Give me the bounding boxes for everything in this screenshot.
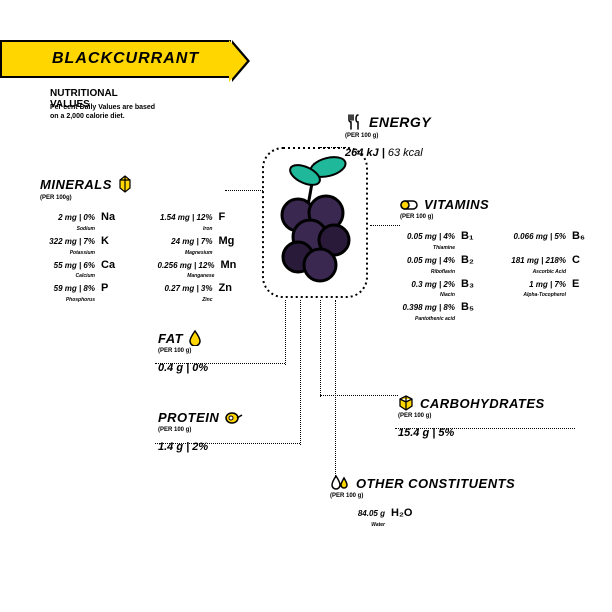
title-banner: BLACKCURRANT	[0, 40, 231, 78]
other-title: OTHER CONSTITUENTS	[356, 476, 515, 491]
pill-icon	[400, 199, 418, 211]
minerals-per: (PER 100g)	[40, 195, 260, 201]
nutrient-row: 0.066 mg | 5%B₆	[511, 228, 610, 252]
protein-section: PROTEIN (PER 100 g) 1.4 g | 2%	[158, 410, 288, 453]
energy-connector	[320, 147, 346, 148]
nutrient-row: 24 mg | 7%MagnesiumMg	[158, 233, 261, 257]
carbs-connector-v	[320, 300, 321, 397]
protein-per: (PER 100 g)	[158, 427, 288, 433]
minerals-title: MINERALS	[40, 177, 112, 192]
nutrient-row: 59 mg | 8%PhosphorusP	[40, 280, 143, 304]
fat-per: (PER 100 g)	[158, 348, 288, 354]
energy-per: (PER 100 g)	[345, 133, 545, 139]
vitamins-per: (PER 100 g)	[400, 214, 610, 220]
nutrient-row: 84.05 gWaterH₂O	[330, 505, 590, 529]
nutrient-row: 55 mg | 6%CalciumCa	[40, 257, 143, 281]
vitamins-section: VITAMINS (PER 100 g) 0.05 mg | 4%Thiamin…	[400, 197, 610, 323]
fat-section: FAT (PER 100 g) 0.4 g | 0%	[158, 330, 288, 374]
other-section: OTHER CONSTITUENTS (PER 100 g) 84.05 gWa…	[330, 475, 590, 529]
carbs-per: (PER 100 g)	[398, 413, 598, 419]
nutrient-row: 1 mg | 7%Alpha-TocopherolE	[511, 276, 610, 300]
energy-value: 264 kJ | 63 kcal	[345, 147, 545, 159]
other-connector-v	[335, 300, 336, 478]
carbs-connector-h1	[320, 395, 398, 396]
protein-connector-h	[155, 443, 300, 444]
energy-section: ENERGY (PER 100 g) 264 kJ | 63 kcal	[345, 113, 545, 159]
energy-title: ENERGY	[369, 114, 431, 130]
fork-knife-icon	[345, 113, 363, 131]
vitamins-title: VITAMINS	[424, 197, 489, 212]
fat-title: FAT	[158, 331, 183, 346]
carbs-connector-h2	[395, 428, 575, 429]
nutrient-row: 0.05 mg | 4%RiboflavinB₂	[400, 252, 499, 276]
drops-icon	[330, 475, 350, 491]
meat-icon	[225, 411, 243, 425]
drop-icon	[189, 330, 201, 346]
nutrient-row: 0.256 mg | 12%ManganeseMn	[158, 257, 261, 281]
carbs-title: CARBOHYDRATES	[420, 396, 545, 411]
nutrient-row: 322 mg | 7%PotassiumK	[40, 233, 143, 257]
minerals-connector	[225, 190, 263, 191]
fat-connector-h	[155, 363, 285, 364]
minerals-section: MINERALS (PER 100g) 2 mg | 0%SodiumNa 1.5…	[40, 175, 260, 304]
carbs-section: CARBOHYDRATES (PER 100 g) 15.4 g | 5%	[398, 395, 598, 439]
protein-title: PROTEIN	[158, 410, 219, 425]
nutrient-row: 2 mg | 0%SodiumNa	[40, 209, 143, 233]
cube-icon	[398, 395, 414, 411]
crystal-icon	[118, 175, 132, 193]
protein-connector-v	[300, 300, 301, 445]
vitamins-connector	[370, 225, 400, 226]
nutrient-row: 0.398 mg | 8%Pantothenic acidB₅	[400, 299, 499, 323]
nutrient-row: 0.05 mg | 4%ThiamineB₁	[400, 228, 499, 252]
nutrient-row: 0.27 mg | 3%ZincZn	[158, 280, 261, 304]
nutrient-row: 0.3 mg | 2%NiacinB₃	[400, 276, 499, 300]
other-per: (PER 100 g)	[330, 493, 590, 499]
fat-connector-v	[285, 300, 286, 365]
nutrient-row: 181 mg | 218%Ascorbic AcidC	[511, 252, 610, 276]
blackcurrant-illustration	[260, 145, 370, 300]
note: Per cent Daily Values are basedon a 2,00…	[50, 103, 155, 121]
nutrient-row: 1.54 mg | 12%IronF	[158, 209, 261, 233]
